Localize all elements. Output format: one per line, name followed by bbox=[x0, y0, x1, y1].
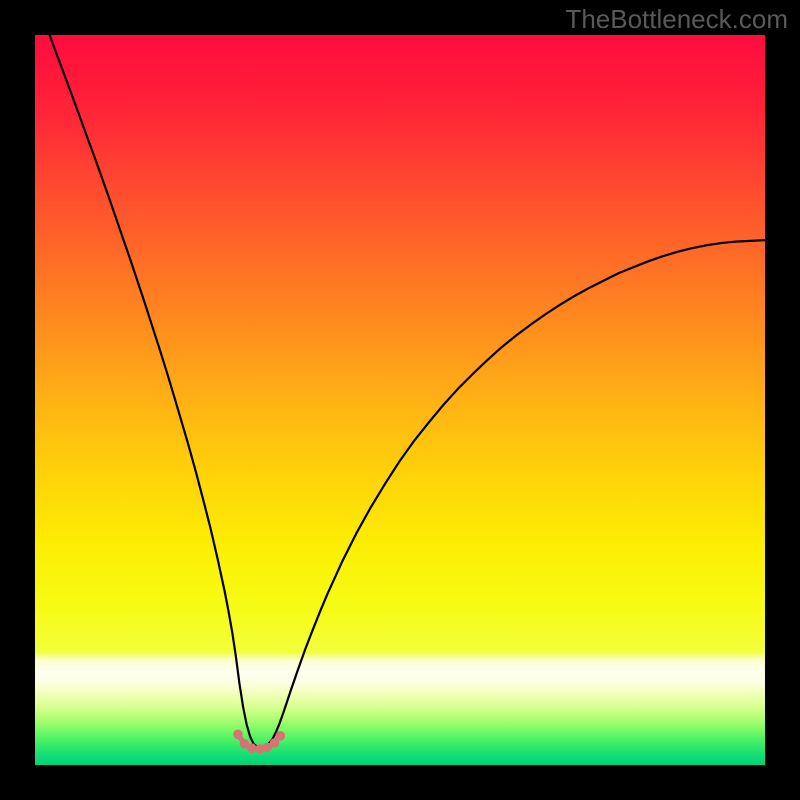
gradient-background bbox=[35, 35, 765, 765]
watermark-text: TheBottleneck.com bbox=[565, 4, 788, 35]
notch-dot bbox=[233, 730, 243, 740]
notch-dot bbox=[275, 731, 285, 741]
plot-area bbox=[35, 35, 765, 765]
plot-svg bbox=[35, 35, 765, 765]
